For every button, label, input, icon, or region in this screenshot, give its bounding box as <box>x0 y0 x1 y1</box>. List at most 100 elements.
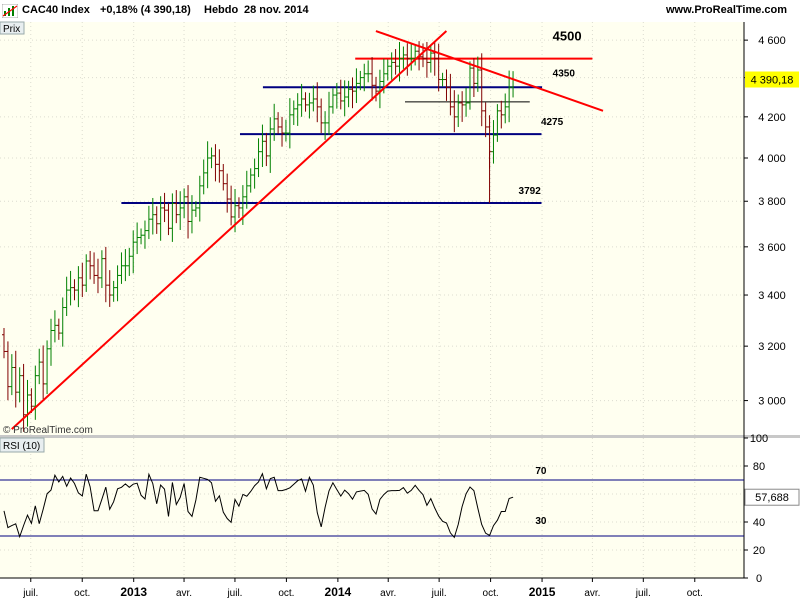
watermark: © ProRealTime.com <box>3 425 93 436</box>
price-bar <box>221 164 226 191</box>
price-bar <box>460 91 465 122</box>
price-y-tick-label: 3 800 <box>758 196 786 208</box>
site-label[interactable]: www.ProRealTime.com <box>666 4 788 16</box>
price-bar <box>56 318 61 340</box>
price-bar <box>139 228 144 245</box>
y-axis-area <box>744 22 800 578</box>
chart-logo-icon <box>2 4 18 18</box>
trendline-uptrend <box>11 30 448 430</box>
price-bar <box>107 270 112 307</box>
price-bar <box>197 175 202 222</box>
price-bar <box>178 191 183 230</box>
price-bar <box>13 350 18 408</box>
price-bar <box>452 90 457 133</box>
price-bar <box>499 100 504 129</box>
price-bar <box>209 147 214 169</box>
x-tick-label: 2014 <box>325 585 352 599</box>
instrument-title: CAC40 Index <box>22 4 90 16</box>
price-bar <box>64 276 69 317</box>
price-bar <box>409 43 414 71</box>
rsi-last-value-text: 57,688 <box>755 492 789 504</box>
date-label: 28 nov. 2014 <box>244 4 309 16</box>
price-bar <box>2 328 6 359</box>
price-bar <box>334 83 339 109</box>
price-bar <box>201 159 206 195</box>
price-bar <box>464 87 469 117</box>
price-bar <box>323 111 328 140</box>
x-tick-label: oct. <box>483 588 499 599</box>
price-bar <box>162 192 167 223</box>
price-bar <box>213 144 218 182</box>
last-value-tag <box>745 71 799 88</box>
price-bar <box>475 56 480 92</box>
trendline-downtrend <box>375 30 604 112</box>
price-bar <box>189 195 194 234</box>
price-bar <box>479 53 484 127</box>
rsi-last-value-tag <box>744 488 800 506</box>
price-bar <box>88 250 93 280</box>
price-bar <box>280 116 285 147</box>
period-label: Hebdo <box>204 4 239 16</box>
price-bar <box>307 92 312 119</box>
x-tick-label: 2015 <box>529 585 556 599</box>
price-bar <box>33 365 38 420</box>
price-bar <box>146 205 151 240</box>
price-bar <box>346 80 351 108</box>
x-tick-label: avr. <box>584 588 600 599</box>
price-bar <box>150 197 155 235</box>
x-tick-label: oct. <box>74 588 90 599</box>
price-bar <box>182 188 187 219</box>
rsi-y-tick-label: 40 <box>753 517 765 529</box>
price-panel-label: Prix <box>3 24 20 35</box>
price-bar <box>5 341 10 401</box>
price-bar <box>315 82 320 123</box>
price-bar <box>193 201 198 217</box>
price-bar <box>440 72 445 87</box>
price-bar <box>92 252 97 284</box>
price-bar <box>311 85 316 112</box>
price-bar <box>21 363 26 432</box>
price-bar <box>503 93 508 124</box>
price-bar <box>287 98 292 149</box>
price-bar <box>170 193 175 242</box>
price-bar <box>68 270 73 306</box>
price-y-tick-label: 4 000 <box>758 153 786 165</box>
price-bar <box>319 98 324 134</box>
price-change: +0,18% (4 390,18) <box>100 4 191 16</box>
price-bar <box>80 262 85 298</box>
price-y-tick-label: 3 200 <box>758 341 786 353</box>
level-label: 4500 <box>553 29 582 44</box>
price-bar <box>389 52 394 80</box>
price-bar <box>495 104 500 142</box>
rsi-y-tick-label: 20 <box>753 545 765 557</box>
price-y-tick-label: 3 600 <box>758 242 786 254</box>
price-bar <box>260 124 265 168</box>
rsi-y-tick-label: 80 <box>753 461 765 473</box>
level-label: 4350 <box>553 68 576 79</box>
price-bar <box>436 43 441 92</box>
price-bar <box>76 266 81 308</box>
price-y-tick-label: 3 400 <box>758 290 786 302</box>
price-bar <box>330 88 335 114</box>
price-bar <box>186 185 191 239</box>
x-tick-label: avr. <box>380 588 396 599</box>
price-bar <box>205 141 210 189</box>
price-bar <box>374 76 378 102</box>
price-bar <box>166 203 171 236</box>
price-bar <box>48 318 53 366</box>
price-bar <box>154 206 159 234</box>
price-bar <box>385 59 390 81</box>
price-bar <box>103 246 108 303</box>
price-bar <box>272 103 277 141</box>
price-bar <box>366 60 371 83</box>
price-bar <box>256 138 261 178</box>
price-bar <box>17 367 22 403</box>
price-bar <box>491 120 496 164</box>
price-bar <box>29 388 34 413</box>
rsi-band-label: 70 <box>535 466 547 477</box>
price-bar <box>350 77 355 109</box>
level-label: 3792 <box>519 186 542 197</box>
x-tick-label: juil. <box>226 588 242 599</box>
